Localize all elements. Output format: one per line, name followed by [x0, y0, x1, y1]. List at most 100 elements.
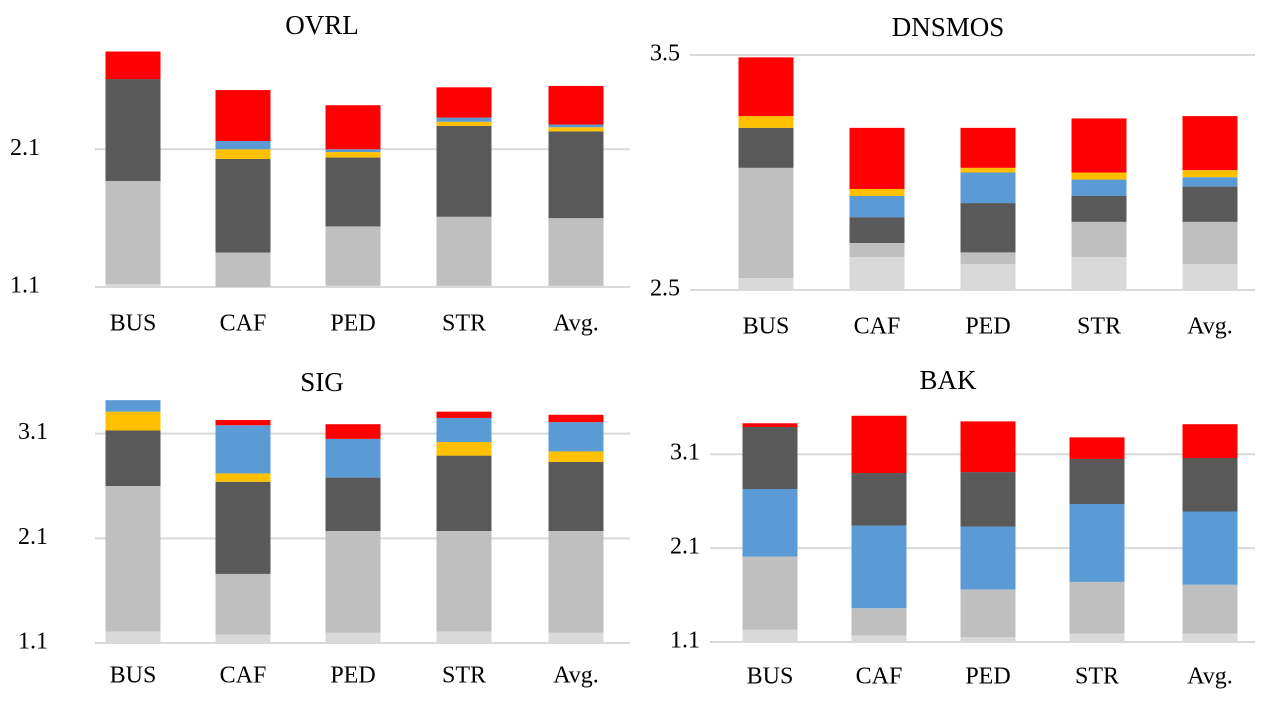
- bar-segment: [960, 264, 1016, 290]
- bar-segment: [849, 257, 905, 290]
- bar-segment: [436, 125, 492, 217]
- bar-segment: [548, 131, 604, 219]
- bar-segment: [960, 203, 1016, 253]
- y-tick-label: 1.1: [10, 273, 40, 299]
- bar-segment: [738, 116, 794, 128]
- bar-segment: [436, 442, 492, 456]
- bar-segment: [1069, 504, 1125, 582]
- bar-segment: [105, 79, 161, 181]
- bar-segment: [105, 430, 161, 486]
- bar-segment: [1182, 177, 1238, 187]
- bar-segment: [960, 252, 1016, 265]
- bar-segment: [1071, 118, 1127, 173]
- y-tick-label: 2.1: [18, 524, 48, 550]
- bar-segment: [851, 473, 907, 526]
- chart: OVRL 1.1 2.1 BUS CAF PED STR Avg.: [10, 10, 630, 337]
- bar-segment: [1069, 437, 1125, 459]
- bar-segment: [1182, 633, 1238, 642]
- bar-segment: [436, 530, 492, 632]
- bar-segment: [215, 420, 271, 426]
- bar-segment: [849, 196, 905, 218]
- bar-segment: [325, 632, 381, 643]
- bar-segment: [325, 530, 381, 633]
- bar-segment: [1182, 511, 1238, 585]
- bar-segment: [738, 57, 794, 117]
- bar-segment: [105, 284, 161, 287]
- x-tick-label: BUS: [743, 314, 790, 340]
- bar-segment: [548, 127, 604, 132]
- chart-title: BAK: [919, 365, 977, 395]
- y-tick-label: 3.1: [670, 440, 700, 466]
- bar-segment: [436, 417, 492, 443]
- y-tick-label: 2.5: [650, 276, 680, 302]
- bar-segment: [738, 167, 794, 279]
- x-tick-label: STR: [1077, 314, 1121, 340]
- x-tick-label: BUS: [110, 663, 157, 689]
- x-tick-label: STR: [1075, 664, 1119, 690]
- bar-segment: [215, 425, 271, 474]
- x-tick-label: PED: [330, 311, 375, 337]
- bar-segment: [1069, 458, 1125, 504]
- y-tick-label: 3.1: [18, 419, 48, 445]
- chart: DNSMOS 2.5 3.5 BUS CAF PED STR Avg.: [650, 12, 1255, 340]
- bar-segment: [849, 217, 905, 243]
- y-tick-label: 1.1: [670, 628, 700, 654]
- bar-segment: [738, 278, 794, 290]
- x-tick-label: CAF: [854, 314, 901, 340]
- x-tick-label: PED: [965, 664, 1010, 690]
- bar-segment: [325, 149, 381, 153]
- bar-segment: [1182, 170, 1238, 178]
- bar-segment: [548, 285, 604, 287]
- x-tick-label: CAF: [220, 663, 267, 689]
- bar-segment: [325, 152, 381, 158]
- bar-segment: [325, 424, 381, 439]
- bar-segment: [742, 427, 798, 489]
- chart-title: OVRL: [285, 10, 359, 40]
- bar-segment: [325, 438, 381, 478]
- bar-segment: [742, 488, 798, 557]
- bar-segment: [548, 461, 604, 531]
- bar-segment: [215, 473, 271, 482]
- bar-segment: [849, 127, 905, 189]
- bar-segment: [548, 85, 604, 125]
- bar-segment: [105, 411, 161, 431]
- bar-segment: [325, 285, 381, 287]
- bar-segment: [105, 485, 161, 632]
- bar-segment: [960, 637, 1016, 642]
- bar-segment: [849, 188, 905, 196]
- x-tick-label: Avg.: [1187, 314, 1233, 340]
- bar-segment: [325, 157, 381, 227]
- bar-segment: [960, 167, 1016, 173]
- bar-segment: [1071, 221, 1127, 258]
- bar-segment: [436, 455, 492, 531]
- bar-segment: [215, 634, 271, 643]
- x-tick-label: PED: [330, 663, 375, 689]
- bar-segment: [436, 285, 492, 287]
- bar-segment: [548, 451, 604, 462]
- bar-segment: [851, 525, 907, 609]
- x-tick-label: PED: [965, 314, 1010, 340]
- bar-segment: [1182, 116, 1238, 171]
- bar-segment: [1182, 186, 1238, 222]
- bar-segment: [1069, 633, 1125, 642]
- bar-segment: [1182, 584, 1238, 634]
- bar-segment: [436, 411, 492, 418]
- bar-segment: [436, 216, 492, 286]
- bar-segment: [851, 608, 907, 636]
- bar-segment: [960, 421, 1016, 473]
- bar-segment: [1071, 257, 1127, 290]
- x-tick-label: Avg.: [553, 311, 599, 337]
- bar-segment: [1182, 458, 1238, 512]
- bar-segment: [215, 149, 271, 159]
- bar-segment: [215, 573, 271, 635]
- y-tick-label: 2.1: [670, 534, 700, 560]
- bar-segment: [1071, 179, 1127, 196]
- bar-segment: [738, 127, 794, 168]
- bar-segment: [325, 477, 381, 531]
- chart: SIG 1.1 2.1 3.1 BUS CAF PED STR Avg.: [18, 367, 630, 689]
- x-tick-label: CAF: [220, 311, 267, 337]
- bar-segment: [215, 481, 271, 574]
- y-tick-label: 3.5: [650, 41, 680, 67]
- bar-segment: [960, 472, 1016, 527]
- x-tick-label: STR: [442, 311, 486, 337]
